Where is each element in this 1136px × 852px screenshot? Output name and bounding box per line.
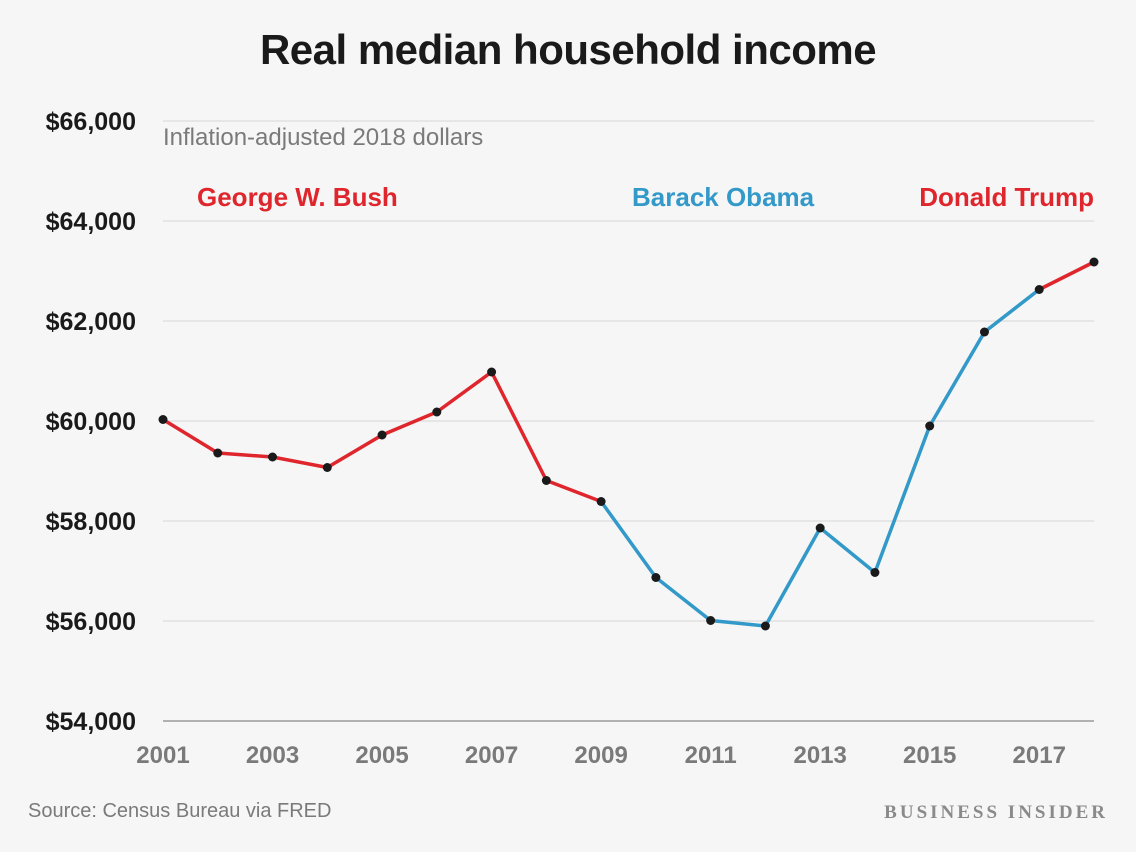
data-point: [322, 463, 332, 472]
data-point: [1089, 257, 1099, 267]
data-point: [158, 415, 168, 424]
data-point: [870, 568, 880, 577]
x-tick-label: 2001: [136, 742, 189, 769]
x-tick-label: 2003: [246, 742, 299, 769]
source-note: Source: Census Bureau via FRED: [28, 800, 332, 822]
x-tick-label: 2013: [793, 742, 846, 769]
x-tick-label: 2011: [685, 742, 737, 769]
y-tick-label: $54,000: [46, 708, 136, 736]
chart-title: Real median household income: [259, 26, 877, 73]
president-label: George W. Bush: [197, 182, 398, 212]
president-label: Barack Obama: [632, 182, 815, 212]
series-line-barack-obama: [599, 287, 1041, 628]
y-tick-label: $64,000: [46, 208, 136, 236]
data-point: [213, 448, 223, 458]
x-tick-label: 2015: [903, 742, 956, 769]
data-point: [487, 367, 497, 377]
y-tick-label: $60,000: [46, 408, 136, 436]
data-point: [541, 476, 551, 485]
data-point: [432, 407, 442, 417]
data-point: [925, 421, 935, 431]
y-tick-label: $62,000: [46, 308, 136, 336]
data-point: [979, 327, 989, 337]
data-point: [377, 430, 387, 440]
data-point: [1034, 285, 1044, 294]
data-point: [815, 523, 825, 533]
business-insider-logo: BUSINESS INSIDER: [884, 802, 1108, 823]
data-point: [268, 452, 278, 462]
x-tick-label: 2009: [574, 742, 627, 769]
data-point: [760, 621, 770, 631]
y-tick-label: $56,000: [46, 608, 136, 636]
x-tick-label: 2017: [1013, 742, 1066, 769]
data-point: [651, 573, 661, 582]
x-tick-label: 2005: [355, 742, 408, 769]
president-label: Donald Trump: [919, 182, 1094, 212]
x-tick-label: 2007: [465, 742, 518, 769]
series-line-donald-trump: [1037, 260, 1096, 292]
y-tick-label: $58,000: [46, 508, 136, 536]
data-point: [596, 497, 606, 506]
chart-subtitle: Inflation-adjusted 2018 dollars: [163, 124, 483, 151]
data-point: [706, 616, 716, 625]
y-tick-label: $66,000: [46, 108, 136, 136]
